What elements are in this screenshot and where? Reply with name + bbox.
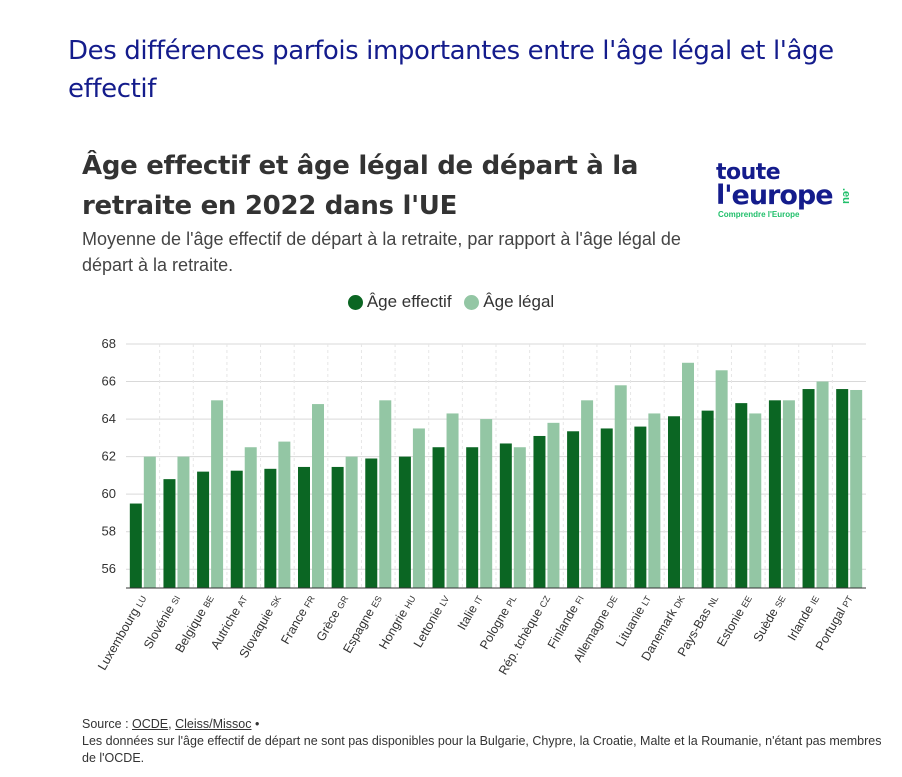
bar-legal-1[interactable] [177, 456, 190, 588]
bar-effective-19[interactable] [768, 400, 781, 588]
x-tick-label: Estonie EE [714, 593, 755, 650]
bar-legal-14[interactable] [614, 385, 627, 588]
bar-legal-12[interactable] [547, 422, 560, 588]
bar-effective-4[interactable] [264, 468, 277, 588]
bar-effective-0[interactable] [129, 503, 142, 588]
bar-legal-19[interactable] [782, 400, 795, 588]
bar-effective-5[interactable] [298, 466, 310, 588]
source-link-ocde[interactable]: OCDE [132, 717, 169, 731]
y-tick-label: 58 [102, 524, 116, 539]
x-tick-label: Irlande IE [785, 593, 822, 643]
source-separator: , [168, 717, 176, 731]
bar-legal-3[interactable] [244, 447, 257, 588]
legend-swatch-effective [347, 294, 363, 310]
x-tick-label: France FR [278, 592, 318, 647]
bar-legal-13[interactable] [581, 400, 594, 588]
logo-line2: l'europe [716, 180, 834, 211]
source-bullet: • [251, 717, 260, 731]
logo-line1: toute [716, 160, 781, 185]
bar-effective-6[interactable] [331, 466, 344, 588]
bar-effective-10[interactable] [466, 447, 479, 588]
legend-swatch-legal [464, 294, 480, 310]
bar-legal-15[interactable] [648, 413, 661, 588]
bar-legal-18[interactable] [749, 413, 762, 588]
bar-effective-17[interactable] [701, 410, 714, 588]
bar-effective-20[interactable] [802, 389, 815, 588]
bar-legal-10[interactable] [480, 419, 493, 588]
y-tick-label: 62 [102, 449, 116, 464]
bar-legal-4[interactable] [278, 441, 291, 588]
chart-legend: Âge effectif Âge légal [0, 292, 902, 315]
legend-item-effective[interactable]: Âge effectif [347, 292, 452, 312]
x-tick-label: Italie IT [455, 592, 486, 632]
bar-effective-13[interactable] [567, 431, 580, 588]
legend-label-legal: Âge légal [483, 292, 555, 311]
logo-suffix: .eu [840, 188, 852, 204]
bar-effective-2[interactable] [197, 471, 210, 588]
bar-legal-5[interactable] [312, 404, 324, 588]
bar-legal-9[interactable] [446, 413, 459, 588]
legend-label-effective: Âge effectif [366, 292, 452, 311]
bar-legal-6[interactable] [345, 456, 358, 588]
bar-effective-15[interactable] [634, 426, 647, 588]
bar-effective-14[interactable] [600, 428, 613, 588]
bar-legal-21[interactable] [850, 389, 863, 588]
source-disclaimer: Les données sur l'âge effectif de départ… [82, 734, 882, 765]
bar-effective-18[interactable] [735, 403, 748, 588]
bar-legal-17[interactable] [715, 370, 728, 588]
y-tick-label: 56 [102, 561, 116, 576]
source-note: Source : OCDE, Cleiss/Missoc • Les donné… [82, 716, 882, 767]
bar-effective-21[interactable] [836, 389, 849, 588]
x-tick-label: Luxembourg LU [95, 593, 149, 673]
source-prefix: Source : [82, 717, 133, 731]
bar-effective-7[interactable] [365, 458, 378, 588]
bar-effective-1[interactable] [163, 479, 176, 588]
bar-legal-20[interactable] [816, 381, 829, 588]
y-tick-label: 64 [102, 411, 116, 426]
y-tick-label: 66 [102, 374, 116, 389]
toute-leurope-logo[interactable]: toute l'europe .eu Comprendre l'Europe [716, 160, 876, 222]
x-tick-label: Suède SE [751, 593, 789, 645]
x-tick-label: Lettonie LV [411, 593, 452, 651]
bar-effective-12[interactable] [533, 435, 546, 588]
bar-legal-16[interactable] [682, 362, 694, 588]
bar-effective-11[interactable] [499, 443, 512, 588]
bar-effective-9[interactable] [432, 447, 445, 588]
chart-title: Âge effectif et âge légal de départ à la… [82, 151, 639, 221]
y-tick-label: 68 [102, 336, 116, 351]
bar-effective-16[interactable] [668, 416, 680, 588]
bar-legal-7[interactable] [379, 400, 392, 588]
bar-legal-2[interactable] [211, 400, 224, 588]
chart-subtitle: Moyenne de l'âge effectif de départ à la… [82, 229, 681, 275]
bar-effective-8[interactable] [398, 456, 411, 588]
logo-tagline: Comprendre l'Europe [718, 210, 800, 219]
bar-legal-0[interactable] [143, 456, 156, 588]
x-tick-label: Grèce GR [314, 592, 352, 644]
legend-item-legal[interactable]: Âge légal [464, 292, 554, 312]
page-title: Des différences parfois importantes entr… [68, 36, 834, 104]
bar-effective-3[interactable] [230, 470, 243, 588]
bar-legal-8[interactable] [412, 428, 425, 588]
bar-legal-11[interactable] [513, 447, 526, 588]
source-link-cleiss[interactable]: Cleiss/Missoc [175, 717, 252, 731]
y-tick-label: 60 [102, 486, 116, 501]
